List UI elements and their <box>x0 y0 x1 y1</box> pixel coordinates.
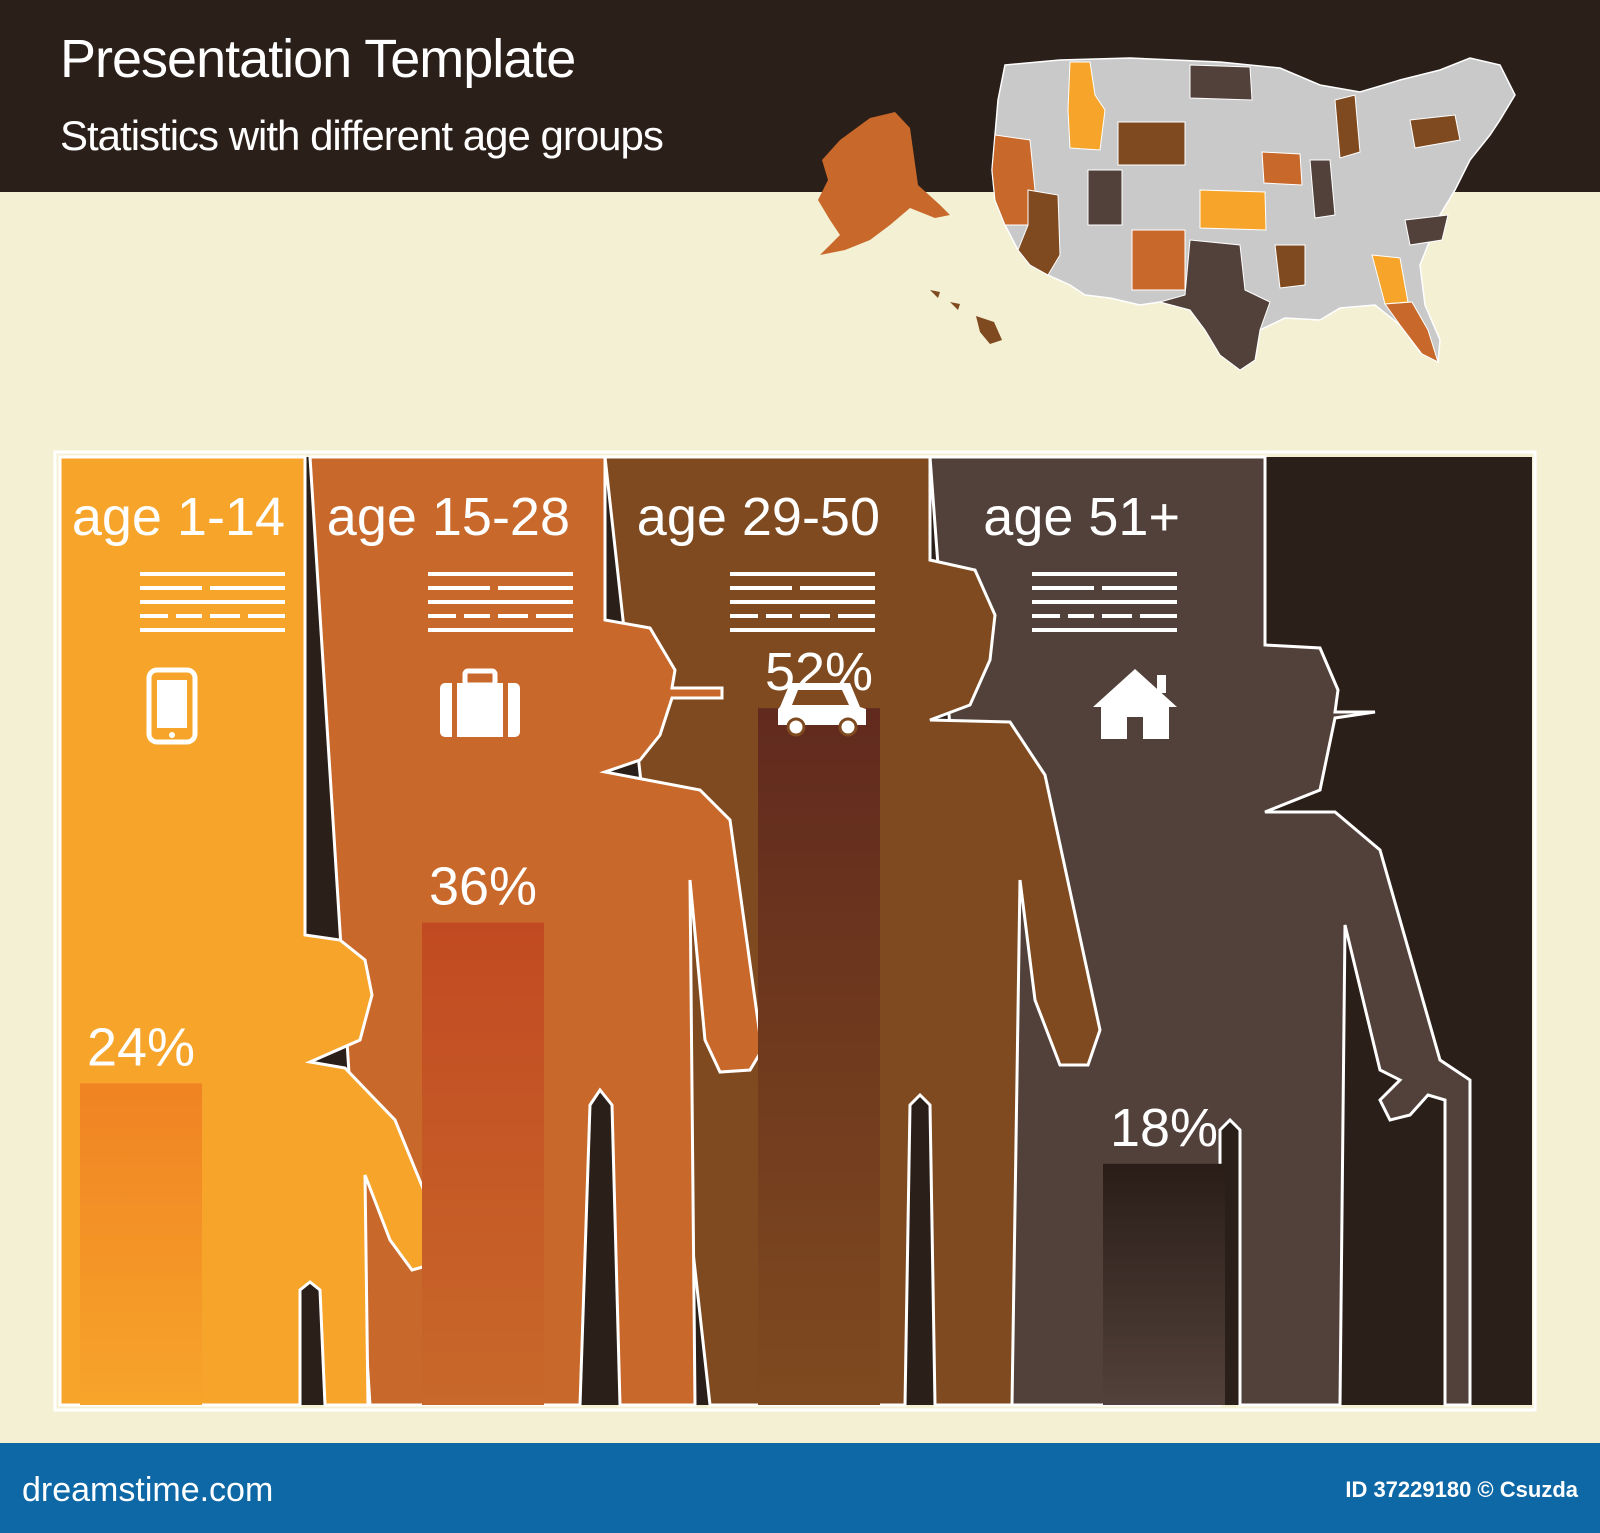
bar-age-15-28 <box>422 922 544 1405</box>
value-label: 24% <box>87 1017 195 1077</box>
footer-brand[interactable]: dreamstime.com <box>22 1471 274 1509</box>
briefcase-icon <box>440 668 520 737</box>
map-state-17 <box>1334 94 1361 159</box>
smartphone-icon <box>146 667 198 745</box>
placeholder-text-lines <box>428 572 573 632</box>
footer-bar: dreamstime.com ID 37229180 © Csuzda <box>0 1443 1600 1533</box>
house-icon <box>1093 669 1177 739</box>
map-state-6 <box>1189 64 1253 101</box>
page-title: Presentation Template <box>60 29 576 89</box>
map-state-11 <box>1274 244 1306 289</box>
placeholder-text-lines <box>730 572 875 632</box>
bar-age-51plus <box>1103 1163 1225 1405</box>
map-state-16 <box>1409 114 1461 149</box>
map-state-9 <box>1158 239 1271 371</box>
chart-frame <box>53 450 1537 1412</box>
value-label: 36% <box>429 857 537 917</box>
map-state-1 <box>991 134 1036 226</box>
map-hawaii <box>930 290 1002 344</box>
map-state-10 <box>1261 151 1303 186</box>
placeholder-text-lines <box>1032 572 1177 632</box>
map-state-14 <box>1384 301 1439 363</box>
bar-age-29-50 <box>758 708 880 1405</box>
usa-map <box>818 57 1516 371</box>
panel-age-51 <box>928 455 1472 1407</box>
category-label: age 51+ <box>983 487 1180 547</box>
placeholder-text-lines <box>140 572 285 632</box>
bar-age-1-14 <box>80 1083 202 1405</box>
page-subtitle: Statistics with different age groups <box>60 112 664 159</box>
map-alaska <box>818 112 950 255</box>
category-label: age 29-50 <box>637 487 880 547</box>
map-state-12 <box>1309 159 1336 219</box>
value-label: 18% <box>1110 1098 1218 1158</box>
category-label: age 15-28 <box>327 487 570 547</box>
category-label: age 1-14 <box>72 487 285 547</box>
footer-image-id: ID 37229180 © Csuzda <box>1345 1477 1578 1502</box>
map-state-2 <box>1017 189 1061 276</box>
map-state-15 <box>1404 214 1449 246</box>
map-state-3 <box>1067 61 1106 151</box>
car-icon <box>778 683 866 737</box>
map-state-4 <box>1117 121 1186 166</box>
map-state-5 <box>1087 169 1123 226</box>
map-state-7 <box>1199 189 1267 231</box>
